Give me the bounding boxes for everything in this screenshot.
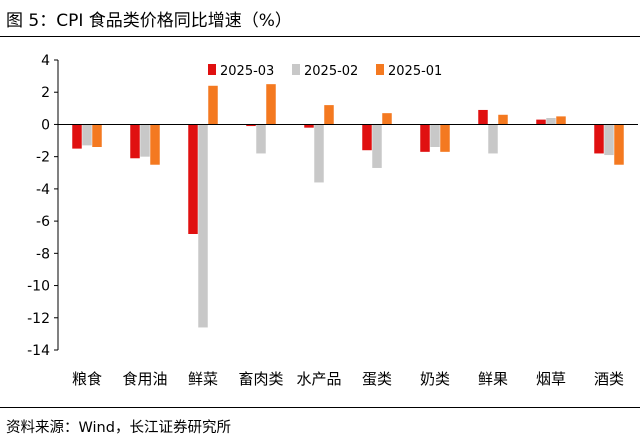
x-tick-label: 食用油 [122, 370, 167, 388]
x-tick-label: 奶类 [420, 370, 450, 388]
source-rule [0, 407, 640, 408]
y-tick-label: -8 [36, 246, 50, 262]
y-tick-label: -12 [27, 311, 50, 327]
bar [150, 124, 160, 165]
x-tick-label: 酒类 [594, 370, 624, 388]
bar [324, 105, 334, 125]
legend-label: 2025-01 [388, 64, 442, 79]
figure-title: 图 5：CPI 食品类价格同比增速（%） [6, 11, 292, 31]
bar [130, 124, 140, 159]
bar [362, 124, 372, 151]
title-rule [0, 36, 640, 37]
y-tick-label: 0 [41, 117, 50, 133]
bar [488, 124, 498, 154]
y-tick-label: 2 [41, 85, 50, 101]
bar [140, 124, 150, 157]
bar-chart: 2025-03 2025-02 2025-01 4 2 0 -2 -4 -6 -8 -10 -12 -… [27, 53, 638, 388]
bar [536, 119, 546, 125]
x-tick-label: 畜肉类 [238, 370, 283, 388]
bar [556, 116, 566, 125]
y-tick-label: -2 [36, 150, 50, 166]
x-tick-label: 烟草 [536, 370, 566, 388]
bar [304, 124, 314, 128]
bar [314, 124, 324, 183]
y-tick-label: 4 [41, 53, 50, 69]
y-tick-label: -14 [27, 343, 50, 359]
x-tick-label: 粮食 [72, 370, 102, 388]
bar [594, 124, 604, 154]
bar [92, 124, 102, 147]
bar [614, 124, 624, 165]
legend-label: 2025-02 [304, 64, 358, 79]
y-tick-label: -6 [36, 214, 50, 230]
bar [604, 124, 614, 156]
bar [430, 124, 440, 147]
bar [198, 124, 208, 328]
chart-axes: 4 2 0 -2 -4 -6 -8 -10 -12 -14 粮食 食用油 鲜菜 畜肉类 水产品 蛋类 奶类 鲜果 烟… [27, 53, 638, 388]
bar [420, 124, 430, 152]
legend-swatch [292, 64, 300, 75]
bar [266, 84, 276, 125]
bar [478, 109, 488, 125]
bar [498, 114, 508, 125]
source-note: 资料来源：Wind，长江证券研究所 [6, 420, 231, 436]
legend-swatch [376, 64, 384, 75]
chart-legend: 2025-03 2025-02 2025-01 [208, 64, 442, 79]
x-tick-label: 蛋类 [362, 370, 392, 388]
x-tick-label: 鲜果 [478, 370, 508, 388]
bar [546, 118, 556, 125]
legend-label: 2025-03 [220, 64, 274, 79]
chart-bars [72, 84, 624, 328]
x-tick-label: 水产品 [296, 370, 341, 388]
bar [208, 85, 218, 125]
bar [188, 124, 198, 234]
bar [246, 124, 256, 127]
bar [382, 113, 392, 125]
bar [372, 124, 382, 168]
bar [82, 124, 92, 146]
bar [256, 124, 266, 154]
y-tick-label: -10 [27, 279, 50, 295]
bar [440, 124, 450, 152]
legend-swatch [208, 64, 216, 75]
bar [72, 124, 82, 149]
x-tick-label: 鲜菜 [188, 370, 218, 388]
y-tick-label: -4 [36, 182, 50, 198]
